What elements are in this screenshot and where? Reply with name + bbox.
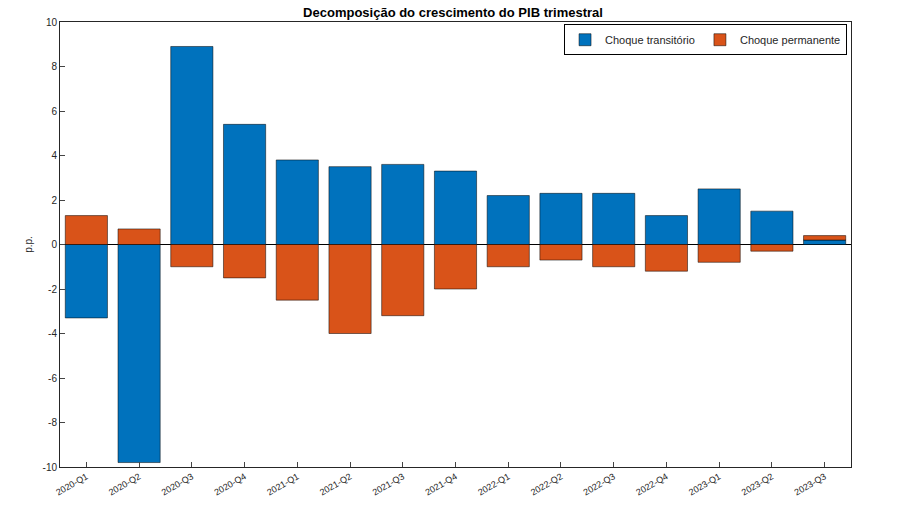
svg-text:-8: -8 <box>48 417 57 428</box>
svg-text:8: 8 <box>51 61 57 72</box>
svg-text:2023-Q2: 2023-Q2 <box>740 471 775 497</box>
svg-text:2: 2 <box>51 195 57 206</box>
svg-text:10: 10 <box>46 17 58 28</box>
svg-text:-10: -10 <box>43 462 58 473</box>
svg-text:2022-Q1: 2022-Q1 <box>476 471 511 497</box>
svg-text:6: 6 <box>51 106 57 117</box>
svg-text:0: 0 <box>51 239 57 250</box>
svg-text:Choque transitório: Choque transitório <box>605 34 695 46</box>
svg-text:2021-Q3: 2021-Q3 <box>371 471 406 497</box>
svg-text:2022-Q2: 2022-Q2 <box>529 471 564 497</box>
svg-text:Choque permanente: Choque permanente <box>740 34 840 46</box>
svg-text:4: 4 <box>51 150 57 161</box>
svg-text:2020-Q1: 2020-Q1 <box>54 471 89 497</box>
svg-text:2020-Q2: 2020-Q2 <box>107 471 142 497</box>
svg-text:p.p.: p.p. <box>23 236 34 253</box>
svg-text:2022-Q3: 2022-Q3 <box>582 471 617 497</box>
svg-text:2021-Q1: 2021-Q1 <box>265 471 300 497</box>
svg-text:2023-Q1: 2023-Q1 <box>687 471 722 497</box>
svg-text:Decomposição do crescimento do: Decomposição do crescimento do PIB trime… <box>303 5 603 20</box>
svg-text:-4: -4 <box>48 328 57 339</box>
svg-text:2021-Q2: 2021-Q2 <box>318 471 353 497</box>
svg-text:2022-Q4: 2022-Q4 <box>634 471 669 497</box>
svg-text:2020-Q4: 2020-Q4 <box>212 471 247 497</box>
svg-text:2021-Q4: 2021-Q4 <box>423 471 458 497</box>
svg-text:2023-Q3: 2023-Q3 <box>793 471 828 497</box>
svg-text:-2: -2 <box>48 284 57 295</box>
svg-text:-6: -6 <box>48 373 57 384</box>
svg-text:2020-Q3: 2020-Q3 <box>160 471 195 497</box>
